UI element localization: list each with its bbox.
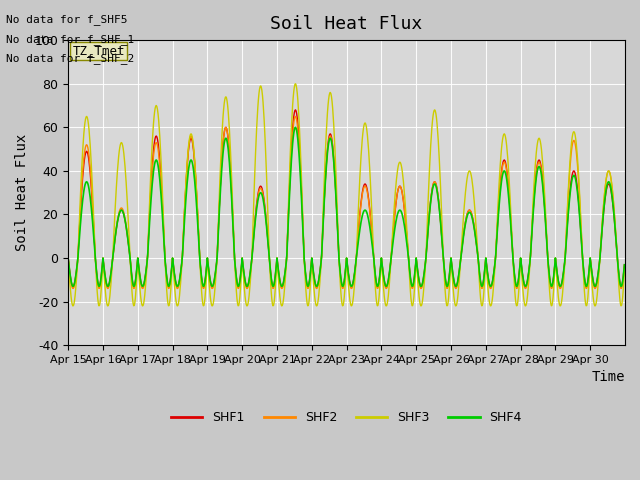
SHF2 [603,175,611,180]
SHF4 [64,255,72,261]
SHF1 [168,262,176,268]
SHF1 [292,107,300,113]
SHF3 [603,175,611,180]
SHF4 [92,256,99,262]
SHF2 [92,257,99,263]
SHF2 [621,263,628,268]
SHF4 [603,185,611,191]
SHF4 [621,262,628,268]
SHF1 [621,262,628,268]
SHF2 [292,114,300,120]
SHF3 [168,266,176,272]
Text: No data for f_SHF_2: No data for f_SHF_2 [6,53,134,64]
SHF3 [64,255,72,261]
SHF1 [69,283,77,289]
Line: SHF2: SHF2 [68,117,625,288]
Line: SHF4: SHF4 [68,127,625,286]
X-axis label: Time: Time [591,371,625,384]
SHF4 [292,124,300,130]
SHF3 [292,81,300,86]
Line: SHF1: SHF1 [68,110,625,286]
Text: No data for f_SHF5: No data for f_SHF5 [6,14,128,25]
SHF1 [393,192,401,198]
SHF1 [92,256,99,262]
SHF3 [92,257,99,263]
Y-axis label: Soil Heat Flux: Soil Heat Flux [15,134,29,252]
SHF4 [69,283,77,289]
SHF4 [296,170,304,176]
Legend: SHF1, SHF2, SHF3, SHF4: SHF1, SHF2, SHF3, SHF4 [166,407,527,430]
Text: TZ_Tmet: TZ_Tmet [72,45,125,58]
SHF2 [64,255,72,261]
SHF4 [594,274,602,279]
SHF2 [393,192,401,198]
SHF3 [393,171,401,177]
Line: SHF3: SHF3 [68,84,625,306]
SHF1 [64,255,72,261]
Title: Soil Heat Flux: Soil Heat Flux [271,15,422,33]
SHF3 [69,303,77,309]
SHF1 [296,158,304,164]
SHF2 [296,163,304,168]
SHF2 [594,275,602,281]
SHF2 [168,263,176,268]
SHF3 [621,266,628,272]
SHF2 [69,286,77,291]
SHF3 [296,141,304,147]
SHF4 [393,213,401,219]
SHF1 [603,187,611,192]
SHF3 [594,287,602,292]
SHF1 [594,274,602,279]
SHF4 [168,262,176,268]
Text: No data for f_SHF_1: No data for f_SHF_1 [6,34,134,45]
